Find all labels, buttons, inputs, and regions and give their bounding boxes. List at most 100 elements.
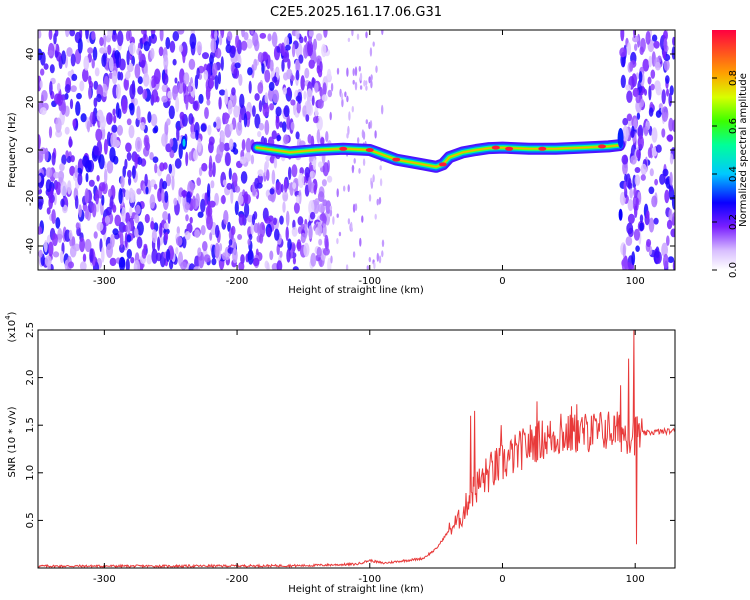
- spectrogram-cell: [306, 101, 312, 115]
- spectrogram-cell: [44, 255, 52, 267]
- spectrogram-cell: [646, 210, 650, 220]
- spectrogram-cell: [214, 242, 220, 259]
- spectrogram-cell: [235, 34, 240, 49]
- spectrogram-cell: [66, 155, 72, 164]
- spectrogram-cell: [224, 88, 228, 105]
- spectrogram-cell: [88, 75, 92, 85]
- spectrogram-cell: [381, 30, 384, 36]
- spectrogram-cell: [243, 31, 249, 41]
- spectrogram-cell: [48, 241, 54, 257]
- spectrogram-cell: [308, 225, 313, 240]
- spectrogram-cell: [55, 217, 61, 229]
- bottom-y-axis-label: SNR (10 * v/v): [7, 406, 18, 477]
- spectrogram-cell: [640, 174, 646, 181]
- spectrogram-cell: [261, 51, 269, 61]
- colorbar-tick-label: 0.8: [728, 70, 739, 86]
- spectrogram-cell: [321, 179, 327, 187]
- spectrogram-cell: [164, 231, 169, 242]
- spectrogram-cell: [84, 238, 92, 253]
- spectrogram-cell: [151, 78, 156, 89]
- spectrogram-cell: [184, 231, 191, 241]
- spectrogram-cell: [38, 195, 44, 207]
- spectrogram-cell: [124, 189, 130, 201]
- spectrogram-cell: [622, 117, 629, 126]
- spectrogram-cell: [227, 99, 233, 115]
- spectrogram-cell: [307, 40, 314, 57]
- spectrogram-cell: [659, 173, 666, 185]
- spectrogram-cell: [105, 206, 112, 216]
- spectrogram-cell: [135, 136, 142, 153]
- colorbar-label: Normalized spectral amplitude: [738, 73, 749, 227]
- spectrogram-cell: [314, 198, 320, 206]
- spectrogram-cell: [280, 42, 286, 56]
- spectrogram-cell: [292, 182, 297, 190]
- spectrogram-cell: [288, 166, 292, 180]
- spectrogram-cell: [262, 103, 270, 117]
- spectrogram-cell: [365, 85, 368, 91]
- spectrogram-cell: [157, 236, 161, 251]
- spectrogram-cell: [640, 163, 647, 176]
- spectrogram-cell: [308, 30, 315, 37]
- spectrogram-cell: [210, 38, 217, 53]
- spectrogram-cell: [655, 61, 661, 71]
- spectrogram-cell: [365, 31, 368, 39]
- spectrogram-cell: [67, 180, 72, 195]
- spectrogram-cell: [358, 65, 361, 72]
- spectrogram-cell: [184, 202, 191, 211]
- spectrogram-cell: [88, 87, 92, 100]
- spectrogram-cell: [285, 210, 290, 227]
- spectrogram-cell: [264, 119, 270, 136]
- spectrogram-cell: [68, 229, 73, 240]
- spectrogram-cell: [197, 247, 202, 257]
- spectrogram-cell: [303, 242, 310, 257]
- spectrogram-cell: [159, 162, 165, 172]
- spectrogram-cell: [49, 81, 53, 96]
- snr-panel: -300 -200 -100 0 100 0.5 1.0 1.5 2.0 2.5 Height …: [4, 311, 676, 595]
- spectrogram-cell: [143, 41, 150, 52]
- spectrogram-cell: [165, 173, 172, 187]
- colorbar-ticks: 0.0 0.2 0.4 0.6 0.8: [712, 70, 739, 278]
- spectrogram-cell: [188, 58, 196, 70]
- spectrogram-cell: [300, 232, 306, 244]
- spectrogram-cell: [648, 85, 652, 101]
- spectrogram-cell: [110, 133, 117, 148]
- spectrogram-cell: [115, 52, 119, 68]
- spectrogram-cell: [69, 245, 77, 258]
- spectrogram-cell: [181, 190, 188, 197]
- spectrogram-cell: [631, 73, 637, 88]
- spectrogram-cell: [227, 221, 231, 232]
- spectrogram-cell: [98, 154, 105, 170]
- spectrogram-cell: [168, 105, 175, 120]
- spectrogram-cell: [75, 222, 80, 230]
- spectrogram-cell: [286, 248, 291, 263]
- spectrogram-cell: [669, 153, 674, 165]
- spectrogram-cell: [188, 151, 193, 161]
- spectrogram-cell: [275, 181, 282, 195]
- spectrogram-cell: [295, 59, 300, 73]
- spectrogram-cell: [651, 34, 658, 42]
- spectrogram-cell: [220, 195, 226, 205]
- spectrogram-cell: [322, 199, 328, 207]
- spectrogram-cell: [650, 69, 656, 79]
- spectrogram-cell: [38, 226, 43, 235]
- spectrogram-cell: [197, 138, 202, 153]
- spectrogram-cell: [271, 31, 278, 47]
- spectrogram-cell: [77, 38, 83, 54]
- spectrogram-cell: [368, 194, 372, 202]
- spectrogram-cell: [672, 36, 675, 46]
- y-tick-label: 0.5: [25, 512, 36, 528]
- spectrogram-cell: [204, 107, 209, 119]
- spectrogram-cell: [381, 250, 384, 258]
- spectrogram-cell: [144, 213, 150, 224]
- top-x-ticks: -300 -200 -100 0 100: [93, 30, 645, 287]
- spectrogram-cell: [222, 179, 227, 186]
- spectrogram-cell: [159, 222, 163, 238]
- spectrogram-cell: [95, 128, 103, 142]
- spectrogram-cell: [175, 236, 183, 247]
- spectrogram-cell: [107, 44, 112, 55]
- snr-frame: [37, 329, 676, 569]
- spectrogram-cells: [38, 30, 675, 270]
- spectrogram-cell: [307, 134, 312, 144]
- spectrogram-cell: [276, 134, 282, 142]
- spectrogram-cell: [161, 84, 167, 93]
